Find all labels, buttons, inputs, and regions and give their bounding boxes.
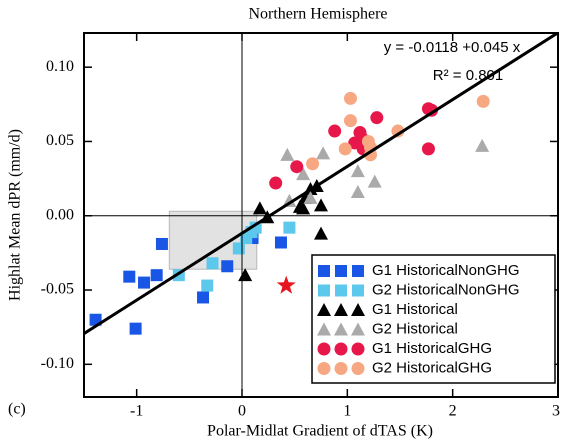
- point: [316, 146, 331, 160]
- point: [150, 269, 163, 282]
- legend-marker: [334, 322, 348, 336]
- point: [206, 257, 219, 270]
- point: [274, 236, 287, 249]
- point: [155, 237, 168, 250]
- legend-label: G2 Historical: [372, 320, 458, 337]
- x-tick-label: -1: [130, 403, 143, 420]
- point: [391, 124, 405, 138]
- legend-marker: [317, 362, 331, 375]
- legend-label: G2 HistoricalGHG: [372, 359, 492, 376]
- point: [238, 268, 253, 282]
- point: [280, 147, 295, 161]
- legend-label: G2 HistoricalNonGHG: [372, 281, 520, 298]
- y-tick-label: -0.10: [41, 355, 74, 372]
- y-tick-label: 0.10: [46, 58, 74, 75]
- x-tick-label: 3: [552, 403, 560, 420]
- point: [296, 167, 311, 181]
- y-axis-label: Highlat Mean dPR (mm/d): [7, 129, 24, 301]
- point: [476, 94, 490, 108]
- point: [314, 198, 328, 212]
- y-tick-label: -0.05: [41, 281, 74, 298]
- x-axis-label: Polar-Midlat Gradient of dTAS (K): [207, 423, 433, 440]
- point: [361, 134, 375, 148]
- legend-label: G1 HistoricalNonGHG: [372, 262, 520, 279]
- legend-marker: [352, 284, 364, 297]
- point: [343, 91, 357, 105]
- legend-marker: [351, 322, 365, 336]
- x-tick-label: 2: [449, 403, 457, 420]
- fit-line: [84, 33, 558, 335]
- point: [123, 270, 136, 283]
- point: [197, 291, 210, 304]
- plot-frame: [83, 32, 559, 398]
- legend: G1 HistoricalNonGHG G2 HistoricalNonGHG G1…: [311, 254, 556, 384]
- legend-marker: [334, 342, 348, 356]
- star-marker: [276, 275, 296, 294]
- x-tick-label: 1: [343, 403, 351, 420]
- legend-marker: [318, 265, 330, 277]
- point: [269, 176, 283, 190]
- legend-marker: [335, 284, 347, 297]
- point: [252, 201, 267, 215]
- legend-marker: [351, 362, 365, 375]
- panel-label: (c): [8, 401, 26, 418]
- y-tick-label: 0.05: [46, 132, 74, 149]
- point: [201, 279, 214, 292]
- legend-marker: [351, 303, 365, 316]
- y-tick-label: 0.00: [46, 206, 74, 223]
- point: [350, 164, 365, 178]
- point: [338, 142, 352, 156]
- point: [367, 174, 382, 188]
- x-tick-label: 0: [238, 403, 246, 420]
- point: [303, 190, 318, 204]
- point: [296, 201, 311, 215]
- point: [314, 226, 328, 240]
- point: [221, 260, 234, 273]
- legend-marker: [335, 265, 347, 277]
- point: [350, 184, 365, 198]
- point: [290, 160, 304, 174]
- legend-marker: [317, 342, 331, 356]
- legend-marker: [318, 284, 330, 297]
- point: [138, 276, 151, 289]
- chart-title: Northern Hemisphere: [248, 6, 387, 23]
- point: [328, 124, 342, 138]
- legend-label: G1 Historical: [372, 301, 458, 318]
- point: [343, 114, 357, 128]
- legend-marker: [317, 322, 331, 336]
- legend-marker: [317, 303, 331, 316]
- point: [306, 157, 320, 171]
- point: [232, 242, 245, 255]
- legend-marker: [334, 303, 348, 316]
- legend-marker: [351, 342, 365, 356]
- point: [129, 322, 142, 335]
- point: [475, 138, 490, 152]
- fit-equation: y = -0.0118 +0.045 x: [384, 39, 521, 56]
- point: [421, 142, 435, 156]
- legend-label: G1 HistoricalGHG: [372, 340, 492, 357]
- point: [370, 111, 384, 125]
- legend-marker: [334, 362, 348, 375]
- legend-marker: [352, 265, 364, 277]
- point: [283, 221, 296, 234]
- point: [249, 221, 262, 234]
